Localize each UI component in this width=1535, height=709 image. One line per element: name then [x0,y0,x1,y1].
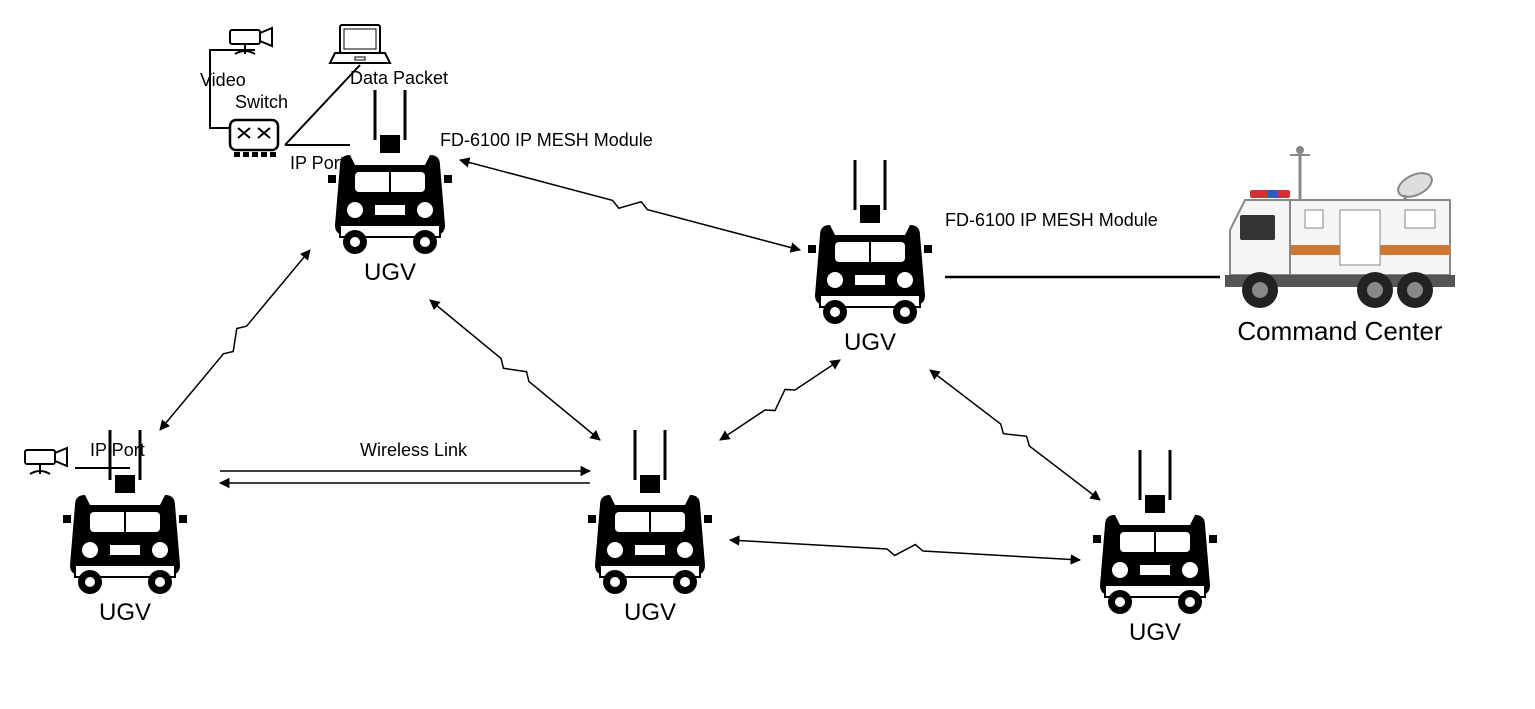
svg-text:Command Center: Command Center [1237,316,1443,346]
diagram-label: IP Port [290,153,345,174]
diagram-label: FD-6100 IP MESH Module [440,130,653,151]
diagram-label: Video [200,70,246,91]
svg-text:UGV: UGV [844,329,896,356]
diagram-label: Data Packet [350,68,448,89]
diagram-label: Wireless Link [360,440,467,461]
diagram-label: IP Port [90,440,145,461]
svg-text:UGV: UGV [99,599,151,626]
svg-text:UGV: UGV [624,599,676,626]
diagram-canvas: UGV UGV UGV UGV UGV Command Center [0,0,1535,709]
diagram-label: FD-6100 IP MESH Module [945,210,1158,231]
svg-text:UGV: UGV [1129,619,1181,646]
diagram-label: Switch [235,92,288,113]
svg-text:UGV: UGV [364,259,416,286]
